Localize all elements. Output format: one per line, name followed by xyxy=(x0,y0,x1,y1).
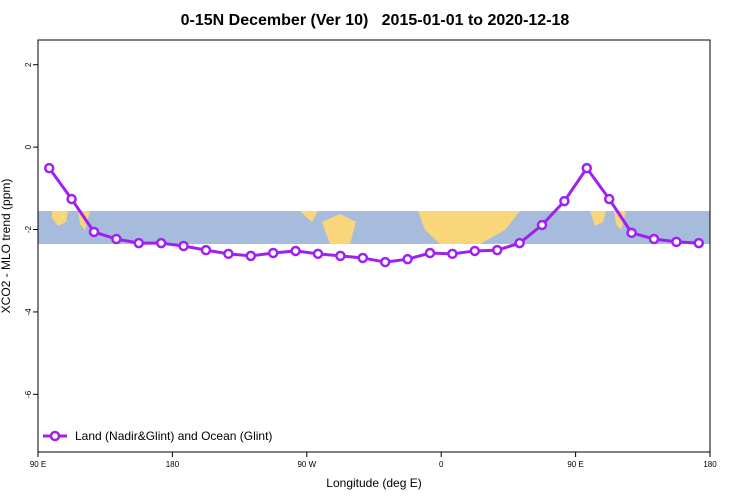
point xyxy=(88,226,100,238)
point xyxy=(559,195,570,207)
y-tick-label: -6 xyxy=(24,390,33,398)
point xyxy=(200,244,212,256)
y-axis-label: XCO2 - MLO trend (ppm) xyxy=(0,179,13,314)
point xyxy=(693,237,705,249)
x-tick-label: 90 E xyxy=(30,460,46,469)
point xyxy=(155,237,167,249)
chart-title: 0-15N December (Ver 10) 2015-01-01 to 20… xyxy=(181,12,570,29)
map-band xyxy=(38,211,710,244)
point xyxy=(111,233,122,245)
point xyxy=(491,244,503,256)
x-tick-label: 90 E xyxy=(567,460,583,469)
point xyxy=(447,248,458,260)
point xyxy=(379,256,391,268)
point xyxy=(133,237,145,249)
point xyxy=(267,247,279,259)
point xyxy=(43,162,55,174)
point xyxy=(66,193,77,205)
x-tick-label: 90 W xyxy=(297,460,316,469)
x-axis-label: Longitude (deg E) xyxy=(326,476,421,490)
point xyxy=(335,250,346,262)
point xyxy=(178,240,189,252)
x-tick-label: 180 xyxy=(703,460,717,469)
legend-label: Land (Nadir&Glint) and Ocean (Glint) xyxy=(75,429,272,443)
point xyxy=(469,245,481,257)
y-tick-label: -4 xyxy=(24,308,33,316)
point xyxy=(603,193,615,205)
y-tick-label: 0 xyxy=(24,144,33,149)
point xyxy=(671,236,682,248)
point xyxy=(312,248,324,260)
point xyxy=(536,219,548,231)
point xyxy=(626,227,637,239)
legend-marker xyxy=(49,430,61,442)
point xyxy=(402,253,413,265)
plot-frame xyxy=(37,39,711,453)
point xyxy=(290,245,301,257)
x-tick-label: 0 xyxy=(439,460,444,469)
point xyxy=(223,248,234,260)
point xyxy=(648,233,660,245)
point xyxy=(514,237,525,249)
point xyxy=(357,252,369,264)
point xyxy=(245,250,257,262)
y-tick-label: -2 xyxy=(24,225,33,233)
x-tick-label: 180 xyxy=(166,460,180,469)
point xyxy=(424,247,436,259)
point xyxy=(581,162,593,174)
y-tick-label: 2 xyxy=(24,62,33,67)
